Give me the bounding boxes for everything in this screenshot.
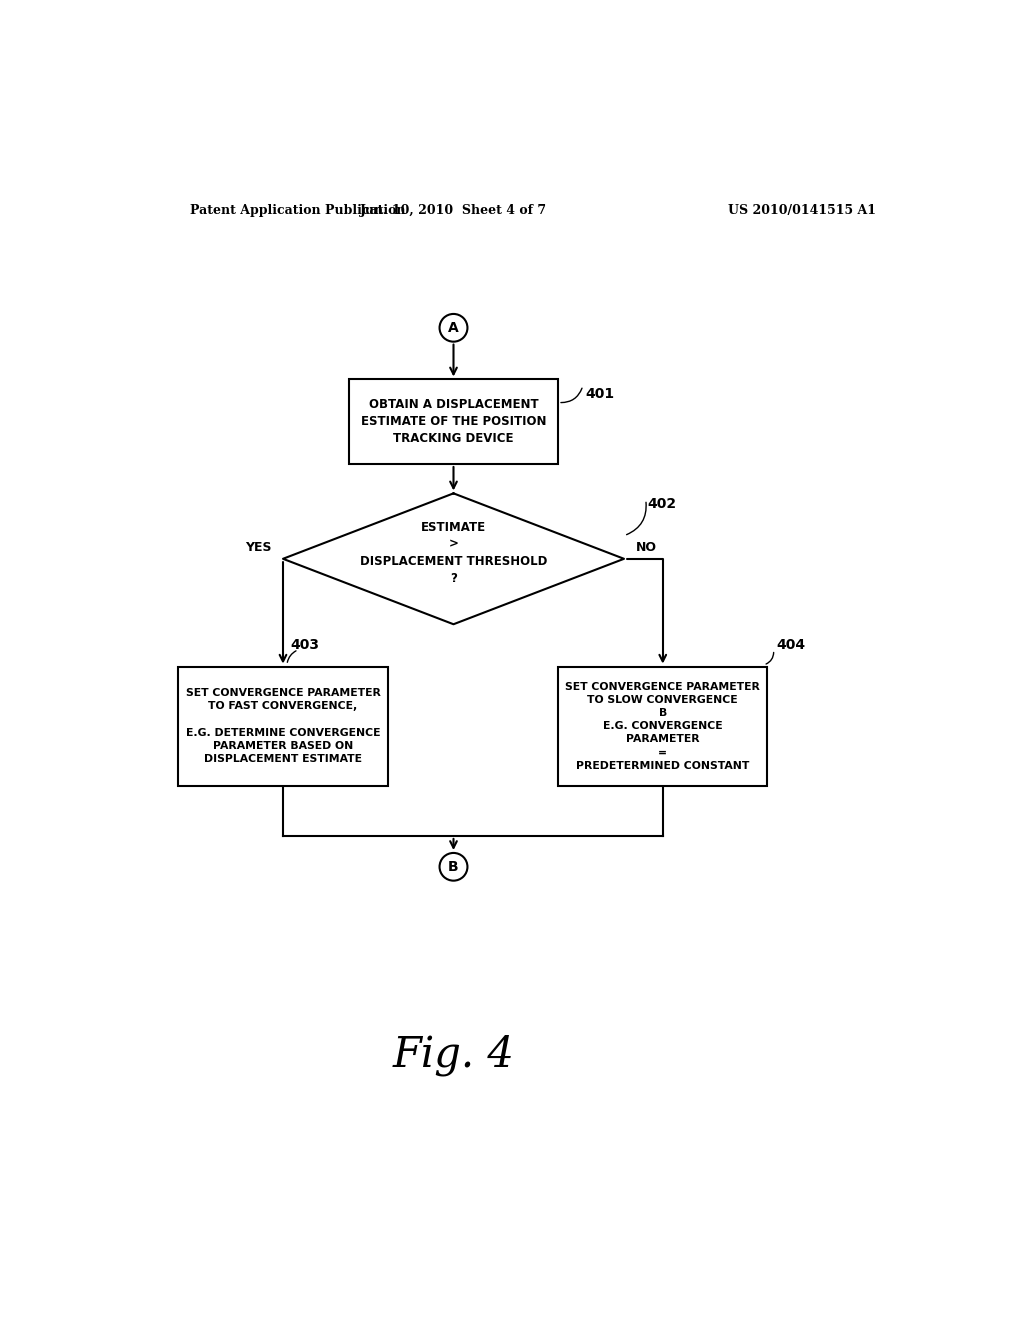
- Text: A: A: [449, 321, 459, 335]
- Text: US 2010/0141515 A1: US 2010/0141515 A1: [728, 205, 877, 218]
- Text: 401: 401: [586, 387, 614, 401]
- Text: SET CONVERGENCE PARAMETER
TO FAST CONVERGENCE,

E.G. DETERMINE CONVERGENCE
PARAM: SET CONVERGENCE PARAMETER TO FAST CONVER…: [185, 688, 381, 764]
- Text: Jun. 10, 2010  Sheet 4 of 7: Jun. 10, 2010 Sheet 4 of 7: [360, 205, 547, 218]
- Text: OBTAIN A DISPLACEMENT
ESTIMATE OF THE POSITION
TRACKING DEVICE: OBTAIN A DISPLACEMENT ESTIMATE OF THE PO…: [360, 399, 546, 445]
- Text: 404: 404: [776, 638, 806, 652]
- FancyBboxPatch shape: [558, 667, 767, 785]
- Text: B: B: [449, 859, 459, 874]
- Text: YES: YES: [245, 541, 271, 554]
- FancyBboxPatch shape: [349, 379, 558, 465]
- Text: ESTIMATE
>
DISPLACEMENT THRESHOLD
?: ESTIMATE > DISPLACEMENT THRESHOLD ?: [359, 520, 547, 585]
- Text: NO: NO: [636, 541, 656, 554]
- Text: Fig. 4: Fig. 4: [392, 1035, 514, 1076]
- Text: 403: 403: [291, 638, 319, 652]
- Text: Patent Application Publication: Patent Application Publication: [190, 205, 406, 218]
- Text: SET CONVERGENCE PARAMETER
TO SLOW CONVERGENCE
B
E.G. CONVERGENCE
PARAMETER
=
PRE: SET CONVERGENCE PARAMETER TO SLOW CONVER…: [565, 681, 760, 771]
- Text: 402: 402: [647, 498, 677, 511]
- FancyBboxPatch shape: [178, 667, 388, 785]
